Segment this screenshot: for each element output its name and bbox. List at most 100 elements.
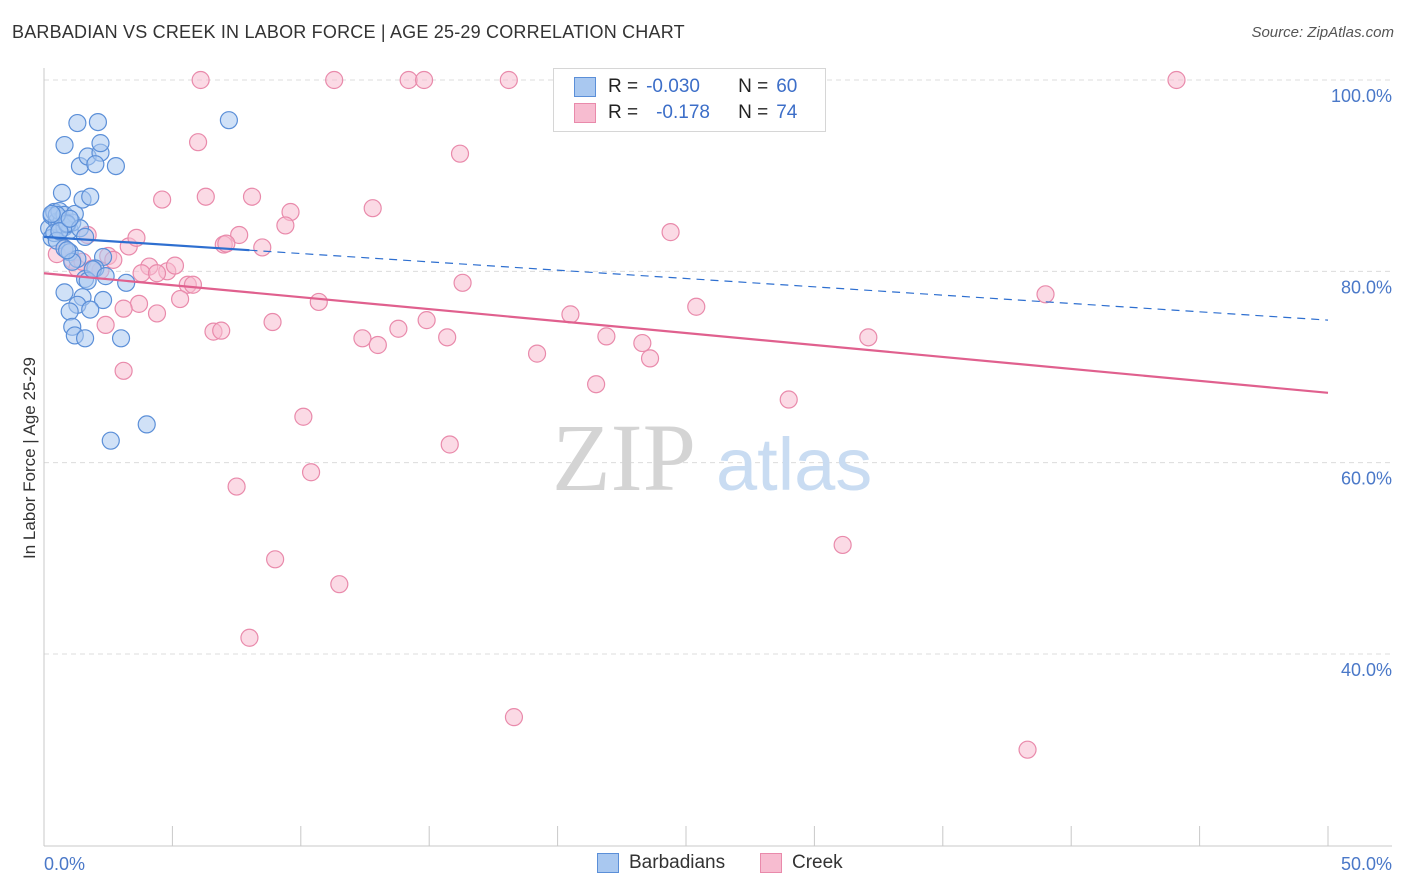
creek-point xyxy=(399,70,418,90)
legend-label-creek: Creek xyxy=(792,852,843,873)
creek-point xyxy=(325,70,344,90)
creek-point xyxy=(779,390,798,409)
r-value-creek: -0.178 xyxy=(656,102,710,123)
y-tick-label-80: 80.0% xyxy=(1341,277,1392,297)
barbadians-point xyxy=(50,222,69,241)
series-barbadians-points xyxy=(40,111,238,450)
creek-point xyxy=(389,319,408,338)
barbadians-point xyxy=(55,135,74,155)
barbadians-point xyxy=(86,155,105,174)
creek-point xyxy=(301,463,321,482)
creek-point xyxy=(230,225,249,245)
creek-point xyxy=(1167,70,1186,90)
barbadians-point xyxy=(101,431,120,450)
creek-point xyxy=(368,335,387,355)
creek-point xyxy=(687,297,706,316)
barbadians-point xyxy=(219,111,238,130)
y-tick-label-40: 40.0% xyxy=(1341,660,1392,680)
creek-point xyxy=(263,312,282,332)
barbadians-point xyxy=(68,113,87,133)
r-label: R = xyxy=(608,102,639,123)
creek-point xyxy=(640,349,660,368)
trend-lines xyxy=(43,235,1329,394)
creek-point xyxy=(183,275,203,294)
stats-row-creek: R = -0.178 N = 74 xyxy=(574,101,797,125)
barbadians-swatch xyxy=(574,77,596,97)
watermark-zip: ZIP xyxy=(552,404,696,511)
barbadians-point xyxy=(81,300,100,319)
creek-point xyxy=(661,223,680,242)
creek-point xyxy=(363,199,382,218)
x-tick-label-max: 50.0% xyxy=(1341,854,1392,874)
creek-point xyxy=(276,216,295,235)
creek-point xyxy=(440,435,459,454)
n-value-barbadians: 60 xyxy=(776,76,798,97)
creek-legend-swatch xyxy=(760,853,782,873)
y-tick-label-60: 60.0% xyxy=(1341,469,1392,489)
trend-barbadians-dashed xyxy=(249,249,1329,321)
x-ticks xyxy=(171,826,1329,846)
barbadians-point xyxy=(75,227,95,246)
creek-point xyxy=(147,304,167,323)
x-tick-label-min: 0.0% xyxy=(44,854,85,874)
legend-label-barbadians: Barbadians xyxy=(629,852,726,873)
creek-point xyxy=(833,535,852,555)
axes xyxy=(43,68,1392,847)
n-label: N = xyxy=(738,102,769,123)
barbadians-point xyxy=(96,267,115,286)
creek-point xyxy=(196,187,215,206)
creek-point xyxy=(504,708,524,727)
barbadians-point xyxy=(60,209,79,228)
creek-point xyxy=(129,294,149,313)
barbadians-point xyxy=(117,273,136,292)
creek-point xyxy=(253,238,272,257)
barbadians-point xyxy=(88,112,108,132)
barbadians-point xyxy=(75,329,95,348)
creek-point xyxy=(191,70,210,90)
r-label: R = xyxy=(608,76,639,97)
stats-row-barbadians: R = -0.030 N = 60 xyxy=(574,75,797,99)
stats-legend: R = -0.030 N = 60 R = -0.178 N = 74 xyxy=(553,68,826,132)
creek-point xyxy=(153,190,172,209)
creek-point xyxy=(597,327,616,346)
creek-point xyxy=(212,321,231,340)
barbadians-point xyxy=(60,302,79,321)
creek-swatch xyxy=(574,103,596,123)
creek-point xyxy=(132,264,151,283)
gridlines xyxy=(44,79,1392,655)
watermark: ZIP atlas xyxy=(552,404,872,511)
barbadians-point xyxy=(52,183,72,202)
creek-point xyxy=(587,375,606,394)
legend-item-creek[interactable]: Creek xyxy=(760,852,843,874)
creek-point xyxy=(1036,285,1055,304)
creek-point xyxy=(114,361,133,380)
creek-point xyxy=(859,328,878,347)
n-value-creek: 74 xyxy=(776,102,798,123)
creek-point xyxy=(330,575,349,594)
barbadians-point xyxy=(55,283,74,302)
barbadians-point xyxy=(137,415,156,434)
creek-point xyxy=(147,264,167,283)
creek-point xyxy=(453,273,472,292)
trend-barbadians-solid xyxy=(43,235,250,252)
n-label: N = xyxy=(738,76,769,97)
creek-point xyxy=(242,187,262,206)
creek-point xyxy=(450,144,470,163)
watermark-atlas: atlas xyxy=(716,423,872,506)
creek-point xyxy=(633,333,652,353)
creek-point xyxy=(266,550,285,569)
barbadians-point xyxy=(42,204,61,224)
chart-title: BARBADIAN VS CREEK IN LABOR FORCE | AGE … xyxy=(12,22,685,42)
creek-point xyxy=(417,311,436,330)
creek-point xyxy=(171,289,190,309)
legend-item-barbadians[interactable]: Barbadians xyxy=(597,852,725,874)
creek-point xyxy=(188,133,208,152)
barbadians-point xyxy=(93,290,113,310)
barbadians-point xyxy=(81,187,100,206)
y-tick-label-100: 100.0% xyxy=(1331,86,1392,106)
creek-point xyxy=(414,70,434,90)
creek-point xyxy=(294,407,313,426)
creek-point xyxy=(527,344,547,363)
creek-point xyxy=(1018,740,1037,759)
barbadians-legend-swatch xyxy=(597,853,619,873)
